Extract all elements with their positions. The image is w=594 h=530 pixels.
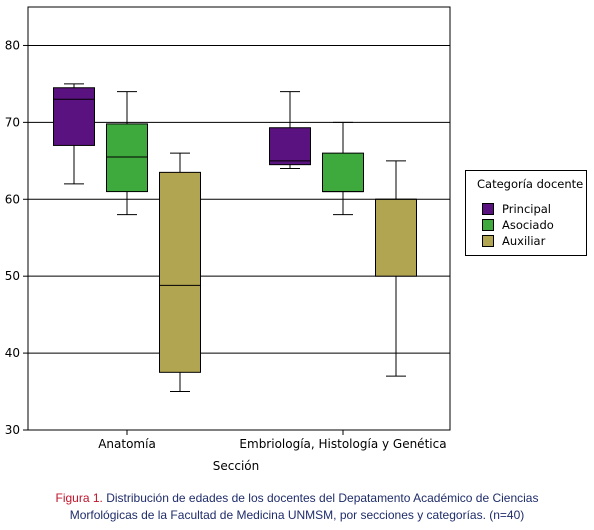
- legend-title: Categoría docente: [477, 177, 584, 191]
- box-1-1: [322, 121, 364, 216]
- legend-item: Principal: [482, 201, 586, 217]
- box-2-0: [159, 152, 201, 393]
- legend-items: Principal Asociado Auxiliar: [466, 201, 586, 249]
- y-tick-label: 40: [5, 346, 20, 360]
- legend-label: Auxiliar: [502, 234, 546, 248]
- x-tick-label: Anatomía: [98, 437, 156, 451]
- axes: 30 40 50 60 70 80 Anatomía Embriología, Histolo…: [5, 6, 451, 451]
- caption-line-2: Morfológicas de la Facultad de Medicina …: [69, 508, 525, 522]
- box-series: [53, 83, 417, 393]
- box-iqr: [106, 123, 148, 193]
- box-0-0: [53, 83, 95, 185]
- box-iqr: [159, 171, 201, 373]
- figure-caption: Figura 1. Distribución de edades de los …: [0, 490, 594, 524]
- y-tick-label: 60: [5, 192, 20, 206]
- y-tick-label: 30: [5, 423, 20, 437]
- legend-item: Auxiliar: [482, 233, 586, 249]
- legend-swatch: [482, 235, 494, 247]
- y-tick-label: 70: [5, 115, 20, 129]
- legend-swatch: [482, 219, 494, 231]
- box-1-0: [106, 91, 148, 216]
- boxplot-chart: 30 40 50 60 70 80 Anatomía Embriología, Histolo…: [5, 6, 451, 473]
- legend-label: Asociado: [502, 218, 554, 232]
- caption-label: Figura 1.: [55, 491, 103, 505]
- y-tick-label: 50: [5, 269, 20, 283]
- legend-item: Asociado: [482, 217, 586, 233]
- box-iqr: [322, 152, 364, 193]
- legend: Categoría docente Principal Asociado Auxil…: [465, 170, 587, 256]
- legend-swatch: [482, 203, 494, 215]
- x-axis-title: Sección: [213, 459, 259, 473]
- box-0-1: [269, 91, 311, 170]
- box-iqr: [269, 127, 311, 166]
- plot-frame: [27, 6, 451, 431]
- caption-line-1: Distribución de edades de los docentes d…: [106, 491, 539, 505]
- box-iqr: [375, 198, 417, 277]
- legend-label: Principal: [502, 202, 552, 216]
- box-iqr: [53, 87, 95, 146]
- y-tick-label: 80: [5, 38, 20, 52]
- box-2-1: [375, 160, 417, 377]
- x-tick-label: Embriología, Histología y Genética: [239, 437, 446, 451]
